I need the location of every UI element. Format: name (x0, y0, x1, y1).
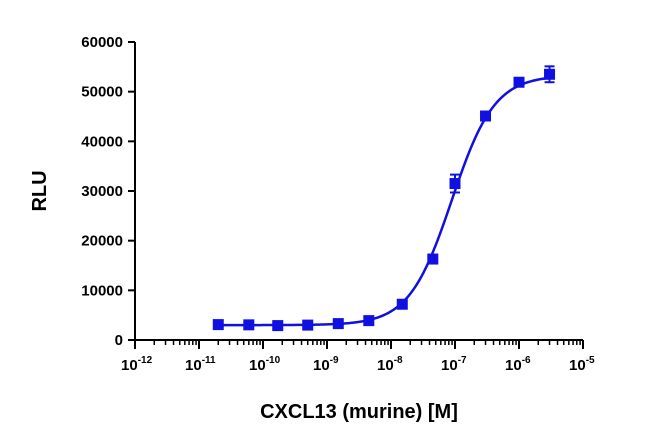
y-tick-label: 60000 (81, 34, 123, 51)
y-tick-label: 50000 (81, 84, 123, 101)
data-point (396, 298, 408, 310)
data-point (363, 315, 375, 327)
x-tick-label: 10-7 (441, 355, 467, 374)
y-tick-label: 20000 (81, 233, 123, 250)
data-point (513, 76, 525, 88)
data-point (272, 320, 284, 332)
x-tick-label: 10-5 (569, 355, 595, 374)
x-tick-label: 10-8 (377, 355, 403, 374)
x-tick-label: 10-10 (249, 355, 281, 374)
data-point (480, 110, 492, 122)
data-point (212, 319, 224, 331)
data-point (544, 68, 556, 80)
data-points-group (212, 65, 556, 332)
x-axis-title: CXCL13 (murine) [M] (260, 401, 458, 423)
x-tick-label: 10-9 (313, 355, 339, 374)
fit-curve (218, 76, 550, 327)
y-ticks: 0 10000 20000 30000 40000 50000 60000 (81, 34, 135, 349)
data-point (302, 319, 314, 331)
data-point (332, 318, 344, 330)
y-tick-label: 0 (115, 332, 123, 349)
x-tick-label: 10-12 (121, 355, 153, 374)
x-tick-label: 10-6 (505, 355, 531, 374)
y-axis-title: RLU (29, 170, 51, 211)
data-point (427, 253, 439, 265)
y-tick-label: 30000 (81, 183, 123, 200)
x-ticks: 10-12 10-11 10-10 10-9 10-8 10-7 10-6 10-5 (121, 340, 595, 374)
data-point (243, 319, 255, 331)
data-point (449, 178, 461, 190)
x-tick-label: 10-11 (185, 355, 216, 374)
y-tick-label: 40000 (81, 133, 123, 150)
fit-curve-group (218, 76, 550, 327)
y-tick-label: 10000 (81, 282, 123, 299)
